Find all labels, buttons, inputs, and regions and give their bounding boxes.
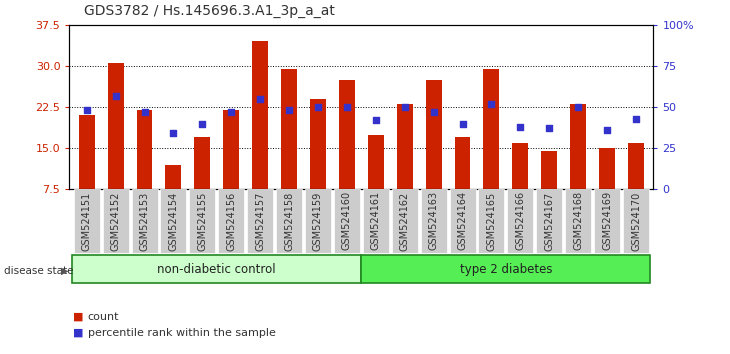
Text: GSM524159: GSM524159 [313, 191, 323, 251]
Bar [194, 137, 210, 189]
Point [543, 126, 555, 131]
Text: GSM524160: GSM524160 [342, 191, 352, 250]
Bar [281, 69, 297, 189]
Text: GSM524168: GSM524168 [573, 191, 583, 250]
Point [602, 127, 613, 133]
Text: ■: ■ [73, 328, 83, 338]
FancyBboxPatch shape [103, 189, 128, 253]
Point [485, 101, 497, 107]
FancyBboxPatch shape [537, 189, 562, 253]
Bar [339, 80, 355, 189]
Point [515, 124, 526, 130]
Text: GSM524164: GSM524164 [458, 191, 467, 250]
FancyBboxPatch shape [72, 255, 361, 283]
Bar [542, 151, 557, 189]
FancyBboxPatch shape [334, 189, 360, 253]
Text: GSM524162: GSM524162 [400, 191, 410, 251]
Text: GSM524169: GSM524169 [602, 191, 612, 250]
Text: GDS3782 / Hs.145696.3.A1_3p_a_at: GDS3782 / Hs.145696.3.A1_3p_a_at [84, 4, 335, 18]
Text: ▶: ▶ [61, 266, 68, 276]
FancyBboxPatch shape [247, 189, 273, 253]
Point [312, 104, 324, 110]
FancyBboxPatch shape [218, 189, 245, 253]
Text: GSM524170: GSM524170 [631, 191, 641, 251]
Point [630, 116, 642, 121]
Text: GSM524154: GSM524154 [169, 191, 178, 251]
Bar [599, 148, 615, 189]
Text: percentile rank within the sample: percentile rank within the sample [88, 328, 275, 338]
Point [370, 118, 382, 123]
Text: count: count [88, 312, 119, 322]
Text: GSM524166: GSM524166 [515, 191, 526, 250]
Text: GSM524151: GSM524151 [82, 191, 92, 251]
FancyBboxPatch shape [276, 189, 302, 253]
Text: GSM524152: GSM524152 [111, 191, 120, 251]
Bar [455, 137, 471, 189]
Bar [252, 41, 268, 189]
Point [254, 96, 266, 102]
FancyBboxPatch shape [363, 189, 389, 253]
Point [110, 93, 121, 98]
Bar [483, 69, 499, 189]
Bar [107, 63, 123, 189]
Bar [368, 135, 384, 189]
Text: type 2 diabetes: type 2 diabetes [460, 263, 552, 275]
Text: GSM524163: GSM524163 [429, 191, 439, 250]
Point [168, 131, 180, 136]
Point [196, 121, 208, 126]
Text: GSM524153: GSM524153 [139, 191, 150, 251]
Bar [512, 143, 529, 189]
Text: ■: ■ [73, 312, 83, 322]
Text: GSM524165: GSM524165 [486, 191, 496, 251]
FancyBboxPatch shape [623, 189, 649, 253]
Point [139, 109, 150, 115]
FancyBboxPatch shape [565, 189, 591, 253]
Bar [310, 99, 326, 189]
Point [81, 108, 93, 113]
Point [428, 109, 439, 115]
Bar [166, 165, 181, 189]
Text: GSM524155: GSM524155 [197, 191, 207, 251]
Bar [397, 104, 412, 189]
Point [283, 108, 295, 113]
FancyBboxPatch shape [361, 255, 650, 283]
Bar [628, 143, 644, 189]
Text: GSM524161: GSM524161 [371, 191, 381, 250]
Text: GSM524167: GSM524167 [545, 191, 554, 251]
FancyBboxPatch shape [420, 189, 447, 253]
FancyBboxPatch shape [450, 189, 475, 253]
Point [399, 104, 410, 110]
Bar [79, 115, 95, 189]
Point [341, 104, 353, 110]
FancyBboxPatch shape [131, 189, 158, 253]
FancyBboxPatch shape [305, 189, 331, 253]
FancyBboxPatch shape [189, 189, 215, 253]
Text: GSM524157: GSM524157 [255, 191, 265, 251]
FancyBboxPatch shape [507, 189, 534, 253]
Bar [137, 110, 153, 189]
FancyBboxPatch shape [161, 189, 186, 253]
Bar [570, 104, 586, 189]
FancyBboxPatch shape [594, 189, 620, 253]
Text: GSM524156: GSM524156 [226, 191, 237, 251]
Bar [426, 80, 442, 189]
Text: non-diabetic control: non-diabetic control [158, 263, 276, 275]
Bar [223, 110, 239, 189]
Point [572, 104, 584, 110]
Point [457, 121, 469, 126]
Text: disease state: disease state [4, 266, 73, 276]
FancyBboxPatch shape [478, 189, 504, 253]
FancyBboxPatch shape [74, 189, 100, 253]
Point [226, 109, 237, 115]
FancyBboxPatch shape [392, 189, 418, 253]
Text: GSM524158: GSM524158 [284, 191, 294, 251]
